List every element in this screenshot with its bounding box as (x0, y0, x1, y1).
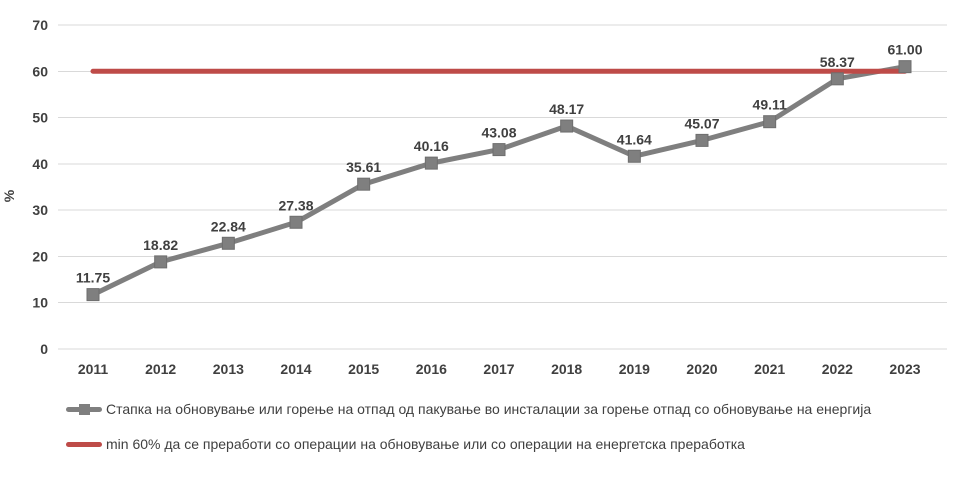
x-tick-label: 2019 (619, 361, 650, 377)
data-label: 45.07 (684, 115, 719, 131)
y-axis-tick-labels: 0 10 20 30 40 50 60 70 (32, 17, 48, 357)
y-tick-label: 0 (40, 341, 48, 357)
data-label: 27.38 (278, 197, 313, 213)
data-point-marker (898, 60, 912, 74)
data-point-marker (830, 72, 844, 86)
x-tick-label: 2017 (483, 361, 514, 377)
legend-item-min-60-target: min 60% да се преработи со операции на о… (66, 433, 946, 455)
y-tick-label: 10 (32, 295, 48, 311)
data-label: 35.61 (346, 159, 381, 175)
data-label: 11.75 (76, 270, 110, 286)
data-labels: 11.75 18.82 22.84 27.38 35.61 40.16 43.08 48.17… (76, 42, 923, 286)
chart-legend: Стапка на обновување или горење на отпад… (66, 398, 946, 468)
legend-square-icon (79, 404, 90, 415)
line-with-square-marker-icon (66, 402, 102, 416)
data-label: 18.82 (143, 237, 178, 253)
data-point-marker (560, 119, 574, 133)
y-tick-label: 60 (32, 63, 48, 79)
y-tick-label: 70 (32, 17, 48, 33)
x-tick-label: 2015 (348, 361, 379, 377)
data-point-marker (86, 288, 100, 302)
x-tick-label: 2016 (416, 361, 447, 377)
data-point-marker (221, 236, 235, 250)
data-point-marker (627, 149, 641, 163)
legend-line-icon (66, 442, 102, 447)
data-point-marker (424, 156, 438, 170)
x-tick-label: 2011 (78, 361, 109, 377)
x-tick-label: 2023 (889, 361, 920, 377)
x-tick-label: 2022 (822, 361, 853, 377)
x-tick-label: 2018 (551, 361, 582, 377)
line-marker-icon (66, 437, 102, 451)
series-markers (86, 60, 912, 302)
data-label: 49.11 (753, 97, 787, 113)
data-label: 43.08 (481, 125, 516, 141)
data-point-marker (289, 215, 303, 229)
legend-label-recovery-rate: Стапка на обновување или горење на отпад… (106, 401, 872, 417)
y-tick-label: 30 (32, 202, 48, 218)
data-point-marker (763, 115, 777, 129)
y-tick-label: 50 (32, 110, 48, 126)
x-tick-label: 2020 (686, 361, 717, 377)
chart-svg: 0 10 20 30 40 50 60 70 2011 2012 2013 2014 2015 2016… (1, 17, 947, 377)
x-tick-label: 2014 (280, 361, 311, 377)
data-point-marker (154, 255, 168, 269)
y-tick-label: 20 (32, 248, 48, 264)
x-axis-tick-labels: 2011 2012 2013 2014 2015 2016 2017 2018 2019 2020… (78, 361, 921, 377)
data-label: 61.00 (887, 42, 922, 58)
legend-item-recovery-rate: Стапка на обновување или горење на отпад… (66, 398, 946, 420)
data-label: 41.64 (617, 131, 652, 147)
data-point-marker (357, 177, 371, 191)
legend-label-min-60-target: min 60% да се преработи со операции на о… (106, 436, 745, 452)
x-tick-label: 2012 (145, 361, 176, 377)
data-label: 48.17 (549, 101, 584, 117)
y-axis-title: % (1, 189, 17, 202)
data-label: 58.37 (820, 54, 855, 70)
y-tick-label: 40 (32, 156, 48, 172)
data-label: 40.16 (414, 138, 449, 154)
x-tick-label: 2013 (213, 361, 244, 377)
data-label: 22.84 (211, 218, 246, 234)
x-tick-label: 2021 (754, 361, 785, 377)
data-point-marker (695, 133, 709, 147)
data-point-marker (492, 143, 506, 157)
